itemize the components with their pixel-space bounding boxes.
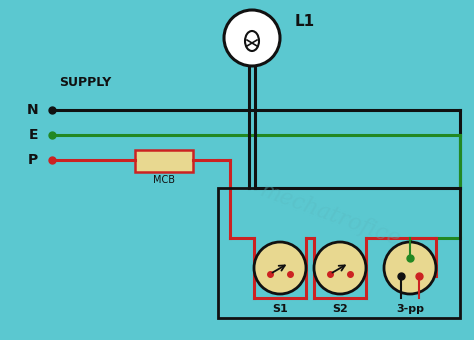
Text: P: P [28,153,38,167]
Ellipse shape [245,31,259,51]
Text: N: N [27,103,38,117]
Text: SUPPLY: SUPPLY [59,75,111,88]
Text: E: E [28,128,38,142]
Circle shape [254,242,306,294]
Text: mechatrofice: mechatrofice [256,179,403,251]
Text: 3-pp: 3-pp [396,304,424,314]
Bar [218,188,460,318]
Circle shape [314,242,366,294]
Text: S1: S1 [272,304,288,314]
Text: L1: L1 [295,15,315,30]
Circle shape [384,242,436,294]
FancyBboxPatch shape [135,150,193,172]
Circle shape [224,10,280,66]
Text: MCB: MCB [153,175,175,185]
Text: S2: S2 [332,304,348,314]
